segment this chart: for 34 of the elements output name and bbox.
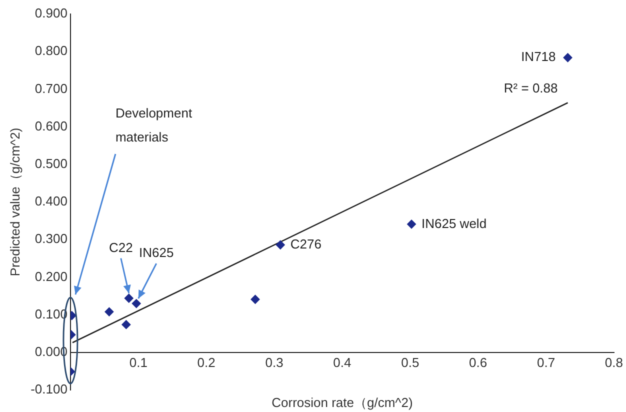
x-tick-label: 0.8 [604,354,624,370]
x-tick-label: 0.6 [469,354,488,370]
point [122,320,131,330]
x-tick-label: 0.1 [129,354,148,370]
y-axis-title: Predicted value（g/cm^2) [7,128,22,276]
x-axis-title: Corrosion rate（g/cm^2) [272,395,413,410]
x-tick-label: 0.3 [265,354,284,370]
x-tick-label: 0.2 [197,354,216,370]
annotation: C22 [108,240,133,255]
point [563,53,572,62]
y-tick-label: 0.300 [34,231,68,246]
point [407,220,416,229]
point [276,240,285,250]
x-tick-label: 0.4 [333,354,352,370]
point [124,294,134,303]
y-tick-label: 0.800 [34,43,68,58]
y-tick-label: 0.400 [34,194,68,209]
point [104,307,114,316]
y-tick-label: 0.500 [34,156,68,171]
y-tick-label: 0.700 [34,80,68,96]
y-tick-label: 0.600 [34,118,68,134]
annotation: IN625 weld [422,216,487,231]
annotation: R² = 0.88 [504,80,558,96]
annotation: C276 [290,236,322,252]
y-tick-label: 0.900 [34,6,68,21]
y-tick-label: 0.200 [34,268,68,284]
annotation: IN625 [139,245,174,260]
point [250,294,260,304]
x-tick-label: 0.7 [536,354,556,370]
y-tick-label: -0.100 [30,382,68,397]
annotation: Development materials [115,106,192,145]
x-tick-label: 0.5 [401,354,420,370]
point [132,299,141,308]
annotation: IN718 [521,49,556,64]
